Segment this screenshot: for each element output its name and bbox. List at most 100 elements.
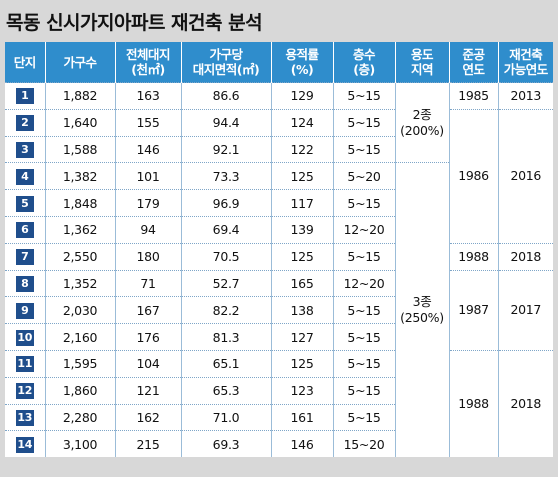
completion-year-cell: 1987 (448, 269, 498, 351)
column-header: 준공 연도 (448, 42, 498, 83)
complex-cell: 6 (5, 215, 45, 244)
table-row: 13 2,280 162 71.0 161 5~15 (5, 403, 553, 431)
table-row: 8 1,352 71 52.7 165 12~20 1987 2017 (5, 269, 553, 351)
land-per-household-cell: 65.1 (180, 349, 271, 378)
column-header-line: 가구수 (63, 54, 97, 70)
floors-cell: 12~20 (332, 215, 395, 244)
floors-cell: 5~15 (332, 189, 395, 217)
rebuild-year-cell: 2018 (497, 349, 553, 458)
floors-cell: 5~15 (332, 135, 395, 163)
complex-cell: 12 (5, 376, 45, 405)
column-header-line: 가능연도 (503, 62, 549, 77)
land-area-cell: 101 (114, 162, 181, 190)
complex-number-badge: 7 (15, 249, 34, 266)
land-per-household-cell: 52.7 (180, 269, 271, 297)
floor-area-ratio-cell: 129 (270, 82, 333, 110)
land-per-household-cell: 69.3 (180, 430, 271, 458)
zoning-text: (250%) (400, 310, 444, 326)
land-per-household-cell: 70.5 (180, 242, 271, 271)
households-cell: 1,848 (44, 189, 115, 217)
table-row: 6 1,362 94 69.4 139 12~20 (5, 215, 553, 244)
complex-cell: 4 (5, 162, 45, 190)
column-header-line: (층) (353, 62, 375, 77)
table-header: 단지 가구수 전체대지 (천㎡) 가구당 대지면적(㎡) 용적률 (%) 층수 (층) 용도 지역 준공… (5, 42, 553, 83)
land-area-cell: 215 (114, 430, 181, 458)
floor-area-ratio-cell: 124 (270, 108, 333, 137)
table-row: 9 2,030 167 82.2 138 5~15 (5, 296, 553, 324)
land-area-cell: 179 (114, 189, 181, 217)
households-cell: 1,882 (44, 82, 115, 110)
households-cell: 1,352 (44, 269, 115, 297)
land-area-cell: 104 (114, 349, 181, 378)
zoning-text: 2종 (412, 106, 432, 122)
redevelopment-table: 단지 가구수 전체대지 (천㎡) 가구당 대지면적(㎡) 용적률 (%) 층수 (층) 용도 지역 준공… (5, 42, 553, 458)
households-cell: 3,100 (44, 430, 115, 458)
floors-cell: 5~15 (332, 376, 395, 405)
column-header-line: 단지 (13, 54, 37, 70)
complex-number-badge: 13 (15, 409, 34, 426)
column-header-line: 재건축 (509, 47, 543, 62)
complex-cell: 5 (5, 189, 45, 217)
floor-area-ratio-cell: 161 (270, 403, 333, 431)
land-per-household-cell: 65.3 (180, 376, 271, 405)
table-row: 5 1,848 179 96.9 117 5~15 (5, 189, 553, 217)
rebuild-year-cell: 2017 (497, 269, 553, 351)
floor-area-ratio-cell: 125 (270, 162, 333, 190)
complex-cell: 8 (5, 269, 45, 297)
complex-cell: 11 (5, 349, 45, 378)
complex-number-badge: 14 (15, 436, 34, 453)
rebuild-year-cell: 2018 (497, 242, 553, 271)
column-header-line: 용적률 (285, 47, 319, 62)
floors-cell: 5~15 (332, 403, 395, 431)
completion-year-cell: 1988 (448, 349, 498, 458)
households-cell: 2,160 (44, 323, 115, 351)
land-per-household-cell: 96.9 (180, 189, 271, 217)
complex-cell: 7 (5, 242, 45, 271)
table-row: 1 1,882 163 86.6 129 5~15 2종 (200%) 1985 2013 (5, 81, 553, 163)
complex-number-badge: 1 (15, 88, 34, 105)
zoning-cell: 3종 (250%) (394, 162, 449, 458)
households-cell: 2,030 (44, 296, 115, 324)
complex-number-badge: 6 (15, 222, 34, 239)
households-cell: 1,860 (44, 376, 115, 405)
land-area-cell: 180 (114, 242, 181, 271)
completion-year-cell: 1988 (448, 242, 498, 271)
households-cell: 1,640 (44, 108, 115, 137)
table-row: 7 2,550 180 70.5 125 5~15 1988 2018 (5, 242, 553, 271)
table-row: 11 1,595 104 65.1 125 5~15 1988 2018 (5, 349, 553, 458)
complex-number-badge: 5 (15, 195, 34, 212)
land-area-cell: 71 (114, 269, 181, 297)
complex-number-badge: 12 (15, 383, 34, 400)
floors-cell: 5~15 (332, 349, 395, 378)
column-header: 가구수 (44, 42, 115, 83)
column-header-line: (천㎡) (131, 62, 165, 77)
households-cell: 1,382 (44, 162, 115, 190)
completion-year-cell: 1986 (448, 108, 498, 244)
table-row: 14 3,100 215 69.3 146 15~20 (5, 430, 553, 458)
complex-cell: 14 (5, 430, 45, 458)
zoning-text: 3종 (412, 294, 432, 310)
column-header-line: 용도 (410, 47, 434, 62)
complex-number-badge: 8 (15, 275, 34, 292)
column-header: 층수 (층) (332, 42, 395, 83)
complex-number-badge: 10 (15, 329, 34, 346)
complex-cell: 10 (5, 323, 45, 351)
table-row: 2 1,640 155 94.4 124 5~15 1986 2016 (5, 108, 553, 244)
header-row: 단지 가구수 전체대지 (천㎡) 가구당 대지면적(㎡) 용적률 (%) 층수 (층) 용도 지역 준공… (5, 42, 553, 83)
floors-cell: 5~15 (332, 108, 395, 137)
floors-cell: 12~20 (332, 269, 395, 297)
land-area-cell: 121 (114, 376, 181, 405)
land-per-household-cell: 82.2 (180, 296, 271, 324)
land-per-household-cell: 71.0 (180, 403, 271, 431)
column-header-line: 가구당 (209, 47, 243, 62)
complex-cell: 13 (5, 403, 45, 431)
floor-area-ratio-cell: 139 (270, 215, 333, 244)
complex-number-badge: 2 (15, 115, 34, 132)
column-header: 가구당 대지면적(㎡) (180, 42, 271, 83)
land-per-household-cell: 73.3 (180, 162, 271, 190)
floors-cell: 5~15 (332, 82, 395, 110)
rebuild-year-cell: 2013 (497, 82, 553, 110)
column-header-line: 지역 (410, 62, 434, 77)
table-body: 1 1,882 163 86.6 129 5~15 2종 (200%) 1985 2013 2 1,6… (5, 81, 553, 458)
